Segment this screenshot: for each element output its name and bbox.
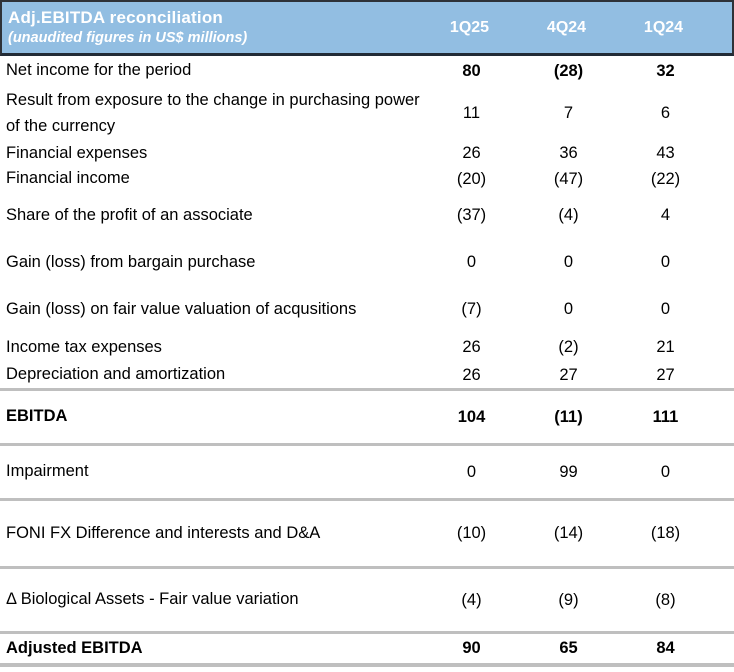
row-value-1q25: (37)	[456, 206, 487, 224]
table-body: Net income for the period 80 (28) 32 Res…	[0, 56, 734, 667]
row-label: Share of the profit of an associate	[6, 205, 253, 224]
row-label: Financial expenses	[6, 143, 148, 162]
row-label: Depreciation and amortization	[6, 365, 226, 384]
row-value-1q24: (8)	[655, 590, 676, 609]
table-row: Δ Biological Assets - Fair value variati…	[0, 569, 734, 634]
table-row: Net income for the period 80 (28) 32	[0, 56, 734, 86]
row-value-4q24: (14)	[553, 524, 584, 542]
row-value-1q25: 11	[462, 104, 481, 122]
row-value-1q25: 90	[462, 639, 481, 657]
table-row: Gain (loss) on fair value valuation of a…	[0, 286, 734, 333]
row-value-1q25: (7)	[461, 300, 482, 318]
row-value-1q25: 26	[462, 365, 481, 384]
table-title: Adj.EBITDA reconciliation	[8, 7, 224, 27]
row-value-1q25: (4)	[461, 590, 482, 609]
row-value-1q24: (22)	[650, 169, 681, 188]
row-value-1q24: 0	[660, 300, 671, 318]
row-value-1q24: 0	[660, 462, 671, 481]
table-subtitle: (unaudited figures in US$ millions)	[8, 30, 248, 46]
column-header-1q25: 1Q25	[449, 18, 490, 36]
table-row: Share of the profit of an associate (37)…	[0, 192, 734, 239]
table-row: Financial income (20) (47) (22)	[0, 166, 734, 192]
header-title-block: Adj.EBITDA reconciliation (unaudited fig…	[2, 8, 421, 48]
table-row: Gain (loss) from bargain purchase 0 0 0	[0, 239, 734, 286]
row-label: Adjusted EBITDA	[6, 638, 143, 657]
column-header-1q24: 1Q24	[643, 18, 684, 36]
row-label: Δ Biological Assets - Fair value variati…	[6, 590, 299, 609]
table-row: Result from exposure to the change in pu…	[0, 86, 734, 141]
table-row: Depreciation and amortization 26 27 27	[0, 362, 734, 391]
row-value-4q24: 65	[559, 639, 578, 657]
row-label: Income tax expenses	[6, 337, 162, 356]
row-value-1q24: 21	[656, 338, 675, 356]
row-value-4q24: (9)	[558, 590, 579, 609]
row-label: Gain (loss) on fair value valuation of a…	[6, 299, 357, 318]
row-label: Impairment	[6, 462, 89, 481]
row-value-1q25: 0	[466, 462, 477, 481]
row-value-4q24: 7	[563, 104, 574, 122]
row-value-4q24: 0	[563, 253, 574, 271]
row-label: Result from exposure to the change in pu…	[6, 90, 420, 135]
row-value-1q25: (10)	[456, 524, 487, 542]
table-row: FONI FX Difference and interests and D&A…	[0, 501, 734, 569]
row-value-4q24: 99	[559, 462, 578, 481]
row-value-1q24: 4	[660, 206, 671, 224]
row-value-4q24: 36	[559, 144, 578, 162]
row-value-1q24: 84	[656, 639, 675, 657]
row-value-1q24: 0	[660, 253, 671, 271]
row-value-4q24: (11)	[554, 407, 583, 426]
row-value-1q25: 26	[462, 338, 481, 356]
table-row: Income tax expenses 26 (2) 21	[0, 333, 734, 362]
row-value-4q24: 27	[559, 365, 578, 384]
row-label: FONI FX Difference and interests and D&A	[6, 523, 321, 542]
table-row: Financial expenses 26 36 43	[0, 141, 734, 166]
table-header: Adj.EBITDA reconciliation (unaudited fig…	[0, 0, 734, 56]
row-value-1q25: 80	[462, 61, 481, 80]
row-value-1q25: 0	[466, 253, 477, 271]
row-value-1q24: (18)	[650, 524, 681, 542]
row-label: Net income for the period	[6, 61, 192, 80]
table-row: Impairment 0 99 0	[0, 446, 734, 501]
row-label: Financial income	[6, 169, 130, 188]
row-value-4q24: (47)	[553, 169, 584, 188]
column-header-4q24: 4Q24	[546, 18, 587, 36]
table-row: EBITDA 104 (11) 111	[0, 391, 734, 446]
table-row: Adjusted EBITDA 90 65 84	[0, 634, 734, 667]
row-value-4q24: (4)	[558, 206, 579, 224]
row-value-4q24: (2)	[558, 338, 579, 356]
row-value-1q25: 104	[457, 407, 486, 426]
row-label: EBITDA	[6, 407, 68, 426]
row-value-1q24: 32	[656, 61, 675, 80]
row-value-1q24: 27	[656, 365, 675, 384]
row-value-1q25: (20)	[456, 169, 487, 188]
row-value-4q24: (28)	[553, 61, 584, 80]
row-value-1q24: 111	[652, 407, 679, 426]
row-label: Gain (loss) from bargain purchase	[6, 252, 256, 271]
row-value-1q24: 43	[656, 144, 675, 162]
row-value-4q24: 0	[563, 300, 574, 318]
row-value-1q25: 26	[462, 144, 481, 162]
row-value-1q24: 6	[660, 104, 671, 122]
